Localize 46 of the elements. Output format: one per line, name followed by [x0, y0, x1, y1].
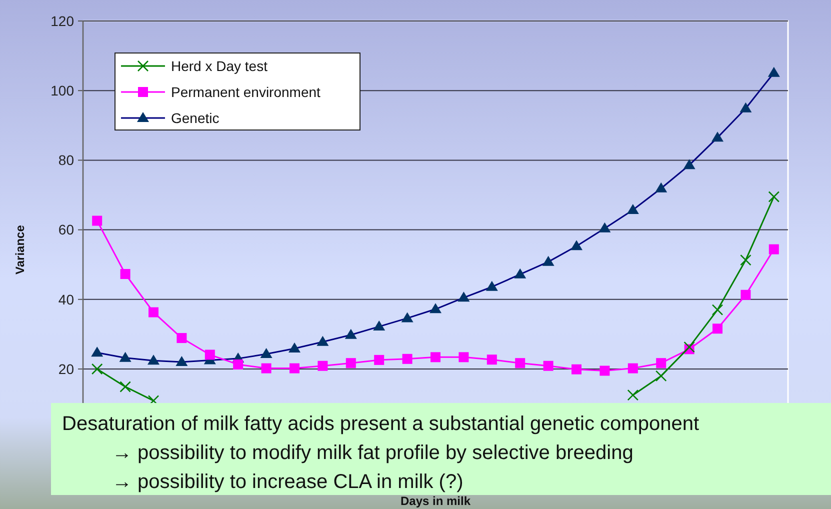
point [656, 358, 666, 368]
legend-label: Genetic [171, 110, 220, 126]
point [120, 381, 131, 392]
point [91, 363, 103, 375]
point [684, 341, 695, 353]
point [120, 268, 130, 279]
point [176, 333, 187, 344]
point [374, 354, 384, 365]
legend-label: Herd x Day test [171, 58, 268, 74]
y-tick-label: 120 [50, 12, 74, 29]
y-tick-label: 100 [50, 82, 74, 98]
point [486, 354, 497, 365]
point [712, 304, 724, 316]
y-tick-label: 80 [58, 152, 74, 168]
point [402, 354, 412, 364]
point [290, 363, 300, 374]
point [543, 360, 554, 371]
point [572, 364, 582, 374]
point [92, 216, 102, 226]
point [627, 389, 639, 401]
point [740, 290, 751, 300]
point [600, 366, 610, 376]
point [768, 191, 780, 202]
point [233, 359, 244, 370]
y-tick-label: 60 [58, 222, 74, 238]
y-tick-label: 20 [58, 360, 74, 377]
point [768, 244, 779, 254]
annotation: Desaturation of milk fatty acids present a substantial genetic component [62, 413, 700, 435]
point [628, 363, 638, 374]
point [515, 358, 526, 368]
point [204, 350, 215, 360]
x-axis-title: Days in milk [400, 494, 471, 508]
legend-label: Permanent environment [171, 84, 321, 100]
point [318, 360, 328, 371]
text: → possibility to increase CLA in milk (?) [112, 471, 464, 493]
point [430, 352, 440, 362]
point [458, 352, 469, 362]
text: → possibility to modify milk fat profile by selective breeding [112, 442, 634, 464]
point [740, 254, 752, 266]
point [655, 370, 667, 382]
y-tick-label: 40 [58, 291, 74, 308]
y-axis-title: Variance [13, 224, 27, 274]
point [148, 307, 158, 318]
point [712, 324, 722, 334]
point [261, 363, 272, 374]
point [346, 358, 356, 368]
